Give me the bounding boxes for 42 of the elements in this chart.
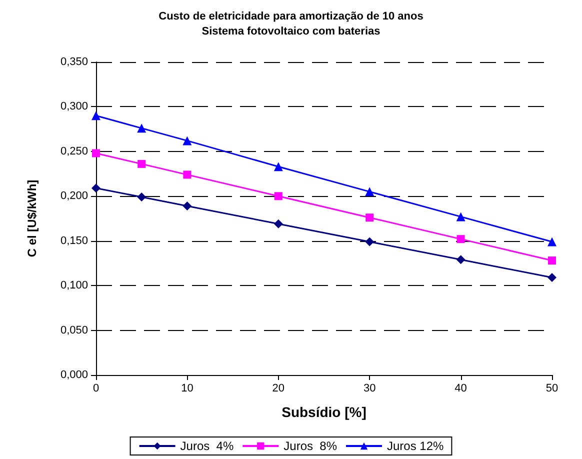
y-tick-label: 0,250 (60, 145, 88, 158)
y-tick-label: 0,300 (60, 100, 88, 113)
legend-label: Juros 4% (180, 439, 234, 453)
point (92, 184, 100, 193)
point (92, 111, 100, 120)
point (137, 192, 146, 202)
x-axis-title: Subsídio [%] (282, 404, 366, 420)
x-tick-label: 40 (454, 382, 467, 394)
point (456, 255, 466, 264)
point (365, 187, 374, 196)
chart-subtitle: Sistema fotovoltaico com baterias (202, 26, 380, 38)
y-tick-label: 0,350 (60, 56, 88, 68)
point (274, 162, 283, 172)
x-tick-label: 0 (92, 382, 100, 394)
point (182, 201, 192, 210)
point (365, 237, 374, 246)
y-tick-label: 0,050 (60, 324, 88, 336)
point (183, 170, 192, 179)
point (548, 273, 556, 282)
x-tick-label: 50 (546, 382, 558, 394)
point (274, 219, 283, 228)
legend-label: Juros 8% (284, 439, 338, 453)
x-tick-label: 10 (181, 382, 194, 394)
point (182, 136, 192, 146)
y-tick-label: 0,150 (60, 234, 88, 247)
chart-title: Custo de eletricidade para amortização de 10 anos (158, 10, 424, 22)
point (366, 214, 374, 222)
point (274, 192, 282, 200)
y-tick-label: 0,200 (60, 190, 88, 202)
x-tick-label: 30 (363, 382, 376, 394)
point (548, 237, 556, 246)
point (137, 124, 146, 133)
y-axis-title: C el [U$/kWh] (25, 180, 39, 258)
point (456, 235, 465, 244)
point (138, 160, 146, 168)
point (548, 256, 556, 265)
point (456, 212, 466, 222)
y-tick-label: 0,000 (60, 369, 88, 381)
y-tick-label: 0,100 (60, 280, 88, 292)
point (92, 149, 100, 158)
legend-label: Juros 12% (387, 439, 444, 453)
x-tick-label: 20 (272, 382, 285, 394)
